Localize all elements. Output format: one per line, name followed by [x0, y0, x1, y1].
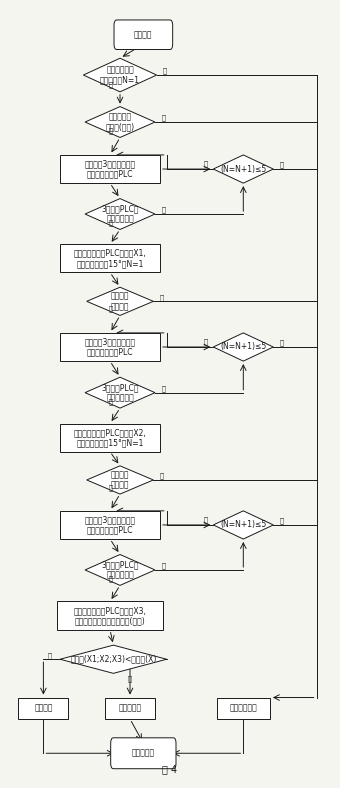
Polygon shape: [87, 466, 153, 494]
FancyBboxPatch shape: [105, 697, 155, 719]
Text: 是: 是: [204, 516, 208, 523]
Text: 将数据数组存入PLC的数组X1,
并将摄像头左转15°，N=1: 将数据数组存入PLC的数组X1, 并将摄像头左转15°，N=1: [74, 249, 147, 268]
Text: 否: 否: [162, 206, 165, 214]
FancyBboxPatch shape: [111, 738, 176, 769]
FancyBboxPatch shape: [114, 20, 173, 50]
Text: 连续采样3次，并将数据
数组实时传送给PLC: 连续采样3次，并将数据 数组实时传送给PLC: [84, 159, 136, 179]
Text: 否: 否: [162, 385, 165, 392]
Text: 是: 是: [109, 484, 113, 491]
FancyBboxPatch shape: [60, 155, 160, 183]
Text: 初始化系统: 初始化系统: [132, 749, 155, 758]
Text: 连续采样3次，并将数据
数组实时传送给PLC: 连续采样3次，并将数据 数组实时传送给PLC: [84, 337, 136, 357]
Polygon shape: [83, 58, 157, 92]
Text: 否: 否: [162, 563, 165, 569]
FancyBboxPatch shape: [60, 423, 160, 452]
Polygon shape: [87, 288, 153, 315]
Text: (N=N+1)≤5: (N=N+1)≤5: [220, 520, 267, 530]
Text: 是: 是: [109, 398, 113, 405]
Text: 否: 否: [279, 162, 284, 169]
FancyBboxPatch shape: [217, 697, 270, 719]
Text: 是: 是: [204, 338, 208, 345]
Text: 将数据数组存入PLC的数组X2,
并将摄像头左转15°，N=1: 将数据数组存入PLC的数组X2, 并将摄像头左转15°，N=1: [74, 428, 147, 448]
Text: 工件到位且初
始化完毕，N=1: 工件到位且初 始化完毕，N=1: [100, 65, 140, 85]
Polygon shape: [85, 106, 155, 137]
Text: 是: 是: [109, 306, 113, 312]
Text: 是: 是: [204, 161, 208, 167]
Text: 否: 否: [160, 473, 164, 479]
Text: 输出合格: 输出合格: [34, 704, 53, 713]
FancyBboxPatch shape: [60, 333, 160, 361]
Text: 是: 是: [109, 220, 113, 226]
Text: 3次送到PLC的
数据数组相同: 3次送到PLC的 数据数组相同: [101, 560, 139, 580]
Polygon shape: [85, 377, 155, 408]
Text: 进入工件: 进入工件: [134, 30, 153, 39]
FancyBboxPatch shape: [57, 601, 163, 630]
Text: 摄像机在
中间位置: 摄像机在 中间位置: [111, 292, 129, 311]
Polygon shape: [85, 555, 155, 585]
Polygon shape: [213, 511, 273, 539]
Text: 3次送到PLC的
数据数组相同: 3次送到PLC的 数据数组相同: [101, 204, 139, 224]
Text: 是: 是: [109, 128, 113, 134]
Polygon shape: [85, 199, 155, 229]
Text: 否: 否: [128, 675, 132, 682]
Text: 摄像机在
左侧位置: 摄像机在 左侧位置: [111, 470, 129, 489]
Text: 图 4: 图 4: [163, 764, 177, 774]
Text: (N=N+1)≤5: (N=N+1)≤5: [220, 343, 267, 351]
FancyBboxPatch shape: [60, 511, 160, 539]
Text: 将数据数组存入PLC的数组X3,
并将摄像头回转到原始位置(右侧): 将数据数组存入PLC的数组X3, 并将摄像头回转到原始位置(右侧): [73, 606, 147, 626]
Polygon shape: [213, 155, 273, 183]
Text: 否: 否: [163, 68, 167, 74]
Text: 是: 是: [109, 82, 113, 88]
Text: 摄像机在初
始位置(右侧): 摄像机在初 始位置(右侧): [105, 113, 135, 132]
Text: 是: 是: [48, 652, 52, 659]
Text: 输出不合格: 输出不合格: [118, 704, 141, 713]
FancyBboxPatch shape: [18, 697, 68, 719]
Text: 否: 否: [162, 115, 165, 121]
Polygon shape: [60, 645, 167, 674]
Text: 否: 否: [279, 340, 284, 346]
Text: 最大値(X1;X2;X3)<标准値(X): 最大値(X1;X2;X3)<标准値(X): [70, 655, 156, 663]
Text: 是: 是: [109, 575, 113, 582]
FancyBboxPatch shape: [60, 244, 160, 273]
Text: 输出系统故障: 输出系统故障: [230, 704, 257, 713]
Text: 3次送到PLC的
数据数组相同: 3次送到PLC的 数据数组相同: [101, 383, 139, 403]
Text: 否: 否: [160, 294, 164, 300]
Text: 连续采样3次，并将数据
数组实时传送给PLC: 连续采样3次，并将数据 数组实时传送给PLC: [84, 515, 136, 534]
Polygon shape: [213, 333, 273, 361]
Text: (N=N+1)≤5: (N=N+1)≤5: [220, 165, 267, 173]
Text: 否: 否: [279, 518, 284, 524]
